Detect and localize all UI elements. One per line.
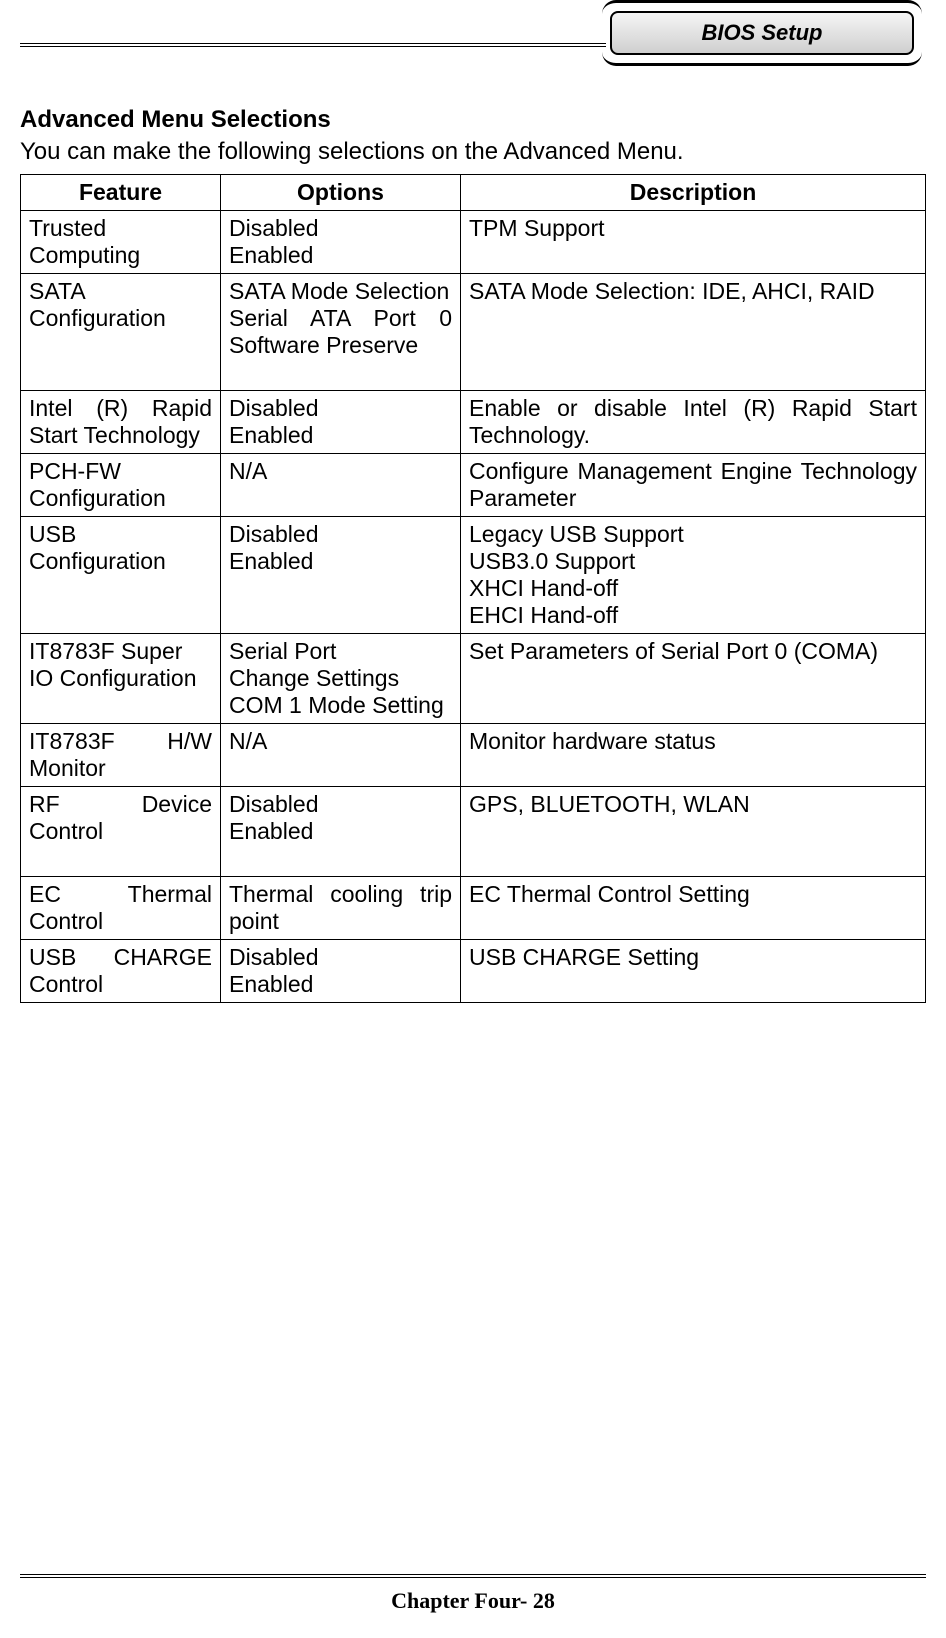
option-line: Serial ATA Port 0	[229, 305, 452, 332]
page-header: BIOS Setup	[20, 0, 926, 66]
option-line: Enabled	[229, 422, 452, 449]
option-line: Disabled	[229, 791, 452, 818]
cell-options: N/A	[221, 454, 461, 517]
cell-options: DisabledEnabled	[221, 391, 461, 454]
header-badge-frame: BIOS Setup	[602, 0, 922, 66]
page-content: Advanced Menu Selections You can make th…	[20, 66, 926, 1574]
cell-options: DisabledEnabled	[221, 517, 461, 634]
description-line: XHCI Hand-off	[469, 575, 917, 602]
option-line: Change Settings	[229, 665, 452, 692]
table-row: RF Device ControlDisabledEnabled GPS, BL…	[21, 787, 926, 877]
cell-options: N/A	[221, 724, 461, 787]
option-line: Disabled	[229, 215, 452, 242]
cell-feature: IT8783F Super IO Configuration	[21, 634, 221, 724]
footer-text: Chapter Four- 28	[391, 1588, 555, 1613]
cell-options: DisabledEnabled	[221, 940, 461, 1003]
document-page: BIOS Setup Advanced Menu Selections You …	[0, 0, 946, 1638]
table-row: Intel (R) Rapid Start TechnologyDisabled…	[21, 391, 926, 454]
description-line: EC Thermal Control Setting	[469, 881, 917, 908]
table-row: USB ConfigurationDisabledEnabledLegacy U…	[21, 517, 926, 634]
cell-description: EC Thermal Control Setting	[461, 877, 926, 940]
option-line	[229, 845, 452, 872]
option-line: SATA Mode Selection	[229, 278, 452, 305]
page-footer: Chapter Four- 28	[20, 1574, 926, 1638]
cell-description: SATA Mode Selection: IDE, AHCI, RAID	[461, 274, 926, 391]
section-title: Advanced Menu Selections	[20, 106, 926, 134]
cell-options: SATA Mode SelectionSerial ATA Port 0Soft…	[221, 274, 461, 391]
header-badge-label: BIOS Setup	[701, 20, 822, 46]
option-line: N/A	[229, 458, 452, 485]
cell-options: DisabledEnabled	[221, 211, 461, 274]
cell-feature: PCH-FW Configuration	[21, 454, 221, 517]
option-line: Enabled	[229, 242, 452, 269]
cell-feature: RF Device Control	[21, 787, 221, 877]
description-line: GPS, BLUETOOTH, WLAN	[469, 791, 917, 818]
description-line: EHCI Hand-off	[469, 602, 917, 629]
intro-text: You can make the following selections on…	[20, 138, 926, 166]
cell-feature: Intel (R) Rapid Start Technology	[21, 391, 221, 454]
table-header-row: Feature Options Description	[21, 175, 926, 211]
cell-description: USB CHARGE Setting	[461, 940, 926, 1003]
cell-options: DisabledEnabled	[221, 787, 461, 877]
table-header-feature: Feature	[21, 175, 221, 211]
table-row: PCH-FW Configuration N/A Configure Managem…	[21, 454, 926, 517]
option-line: Enabled	[229, 818, 452, 845]
table-row: USB CHARGE ControlDisabledEnabledUSB CHA…	[21, 940, 926, 1003]
table-row: SATA ConfigurationSATA Mode SelectionSer…	[21, 274, 926, 391]
cell-feature: EC Thermal Control	[21, 877, 221, 940]
cell-description: Legacy USB SupportUSB3.0 SupportXHCI Han…	[461, 517, 926, 634]
cell-description: Configure Management Engine Technology P…	[461, 454, 926, 517]
features-table: Feature Options Description Trusted Comp…	[20, 174, 926, 1003]
header-rule	[20, 43, 606, 47]
cell-feature: SATA Configuration	[21, 274, 221, 391]
cell-description: Set Parameters of Serial Port 0 (COMA)	[461, 634, 926, 724]
option-line: Software Preserve	[229, 332, 452, 359]
table-row: IT8783F Super IO ConfigurationSerial Por…	[21, 634, 926, 724]
header-badge: BIOS Setup	[610, 11, 914, 55]
description-line: USB CHARGE Setting	[469, 944, 917, 971]
cell-feature: USB Configuration	[21, 517, 221, 634]
cell-description: Enable or disable Intel (R) Rapid Start …	[461, 391, 926, 454]
option-line: Disabled	[229, 521, 452, 548]
cell-feature: USB CHARGE Control	[21, 940, 221, 1003]
description-line: TPM Support	[469, 215, 917, 242]
option-line: Enabled	[229, 548, 452, 575]
option-line: Serial Port	[229, 638, 452, 665]
description-line: Monitor hardware status	[469, 728, 917, 755]
option-line: Disabled	[229, 395, 452, 422]
table-row: EC Thermal ControlThermal cooling trip p…	[21, 877, 926, 940]
cell-options: Serial PortChange SettingsCOM 1 Mode Set…	[221, 634, 461, 724]
option-line: COM 1 Mode Setting	[229, 692, 452, 719]
table-header-options: Options	[221, 175, 461, 211]
option-line: Enabled	[229, 971, 452, 998]
cell-options: Thermal cooling trip point	[221, 877, 461, 940]
cell-description: TPM Support	[461, 211, 926, 274]
option-line: Disabled	[229, 944, 452, 971]
table-row: IT8783F H/W Monitor N/A Monitor hardware s…	[21, 724, 926, 787]
table-header-description: Description	[461, 175, 926, 211]
cell-feature: IT8783F H/W Monitor	[21, 724, 221, 787]
option-line	[229, 359, 452, 386]
cell-description: Monitor hardware status	[461, 724, 926, 787]
table-row: Trusted ComputingDisabledEnabledTPM Supp…	[21, 211, 926, 274]
description-line: Legacy USB Support	[469, 521, 917, 548]
cell-feature: Trusted Computing	[21, 211, 221, 274]
option-line: N/A	[229, 728, 452, 755]
description-line: USB3.0 Support	[469, 548, 917, 575]
cell-description: GPS, BLUETOOTH, WLAN	[461, 787, 926, 877]
